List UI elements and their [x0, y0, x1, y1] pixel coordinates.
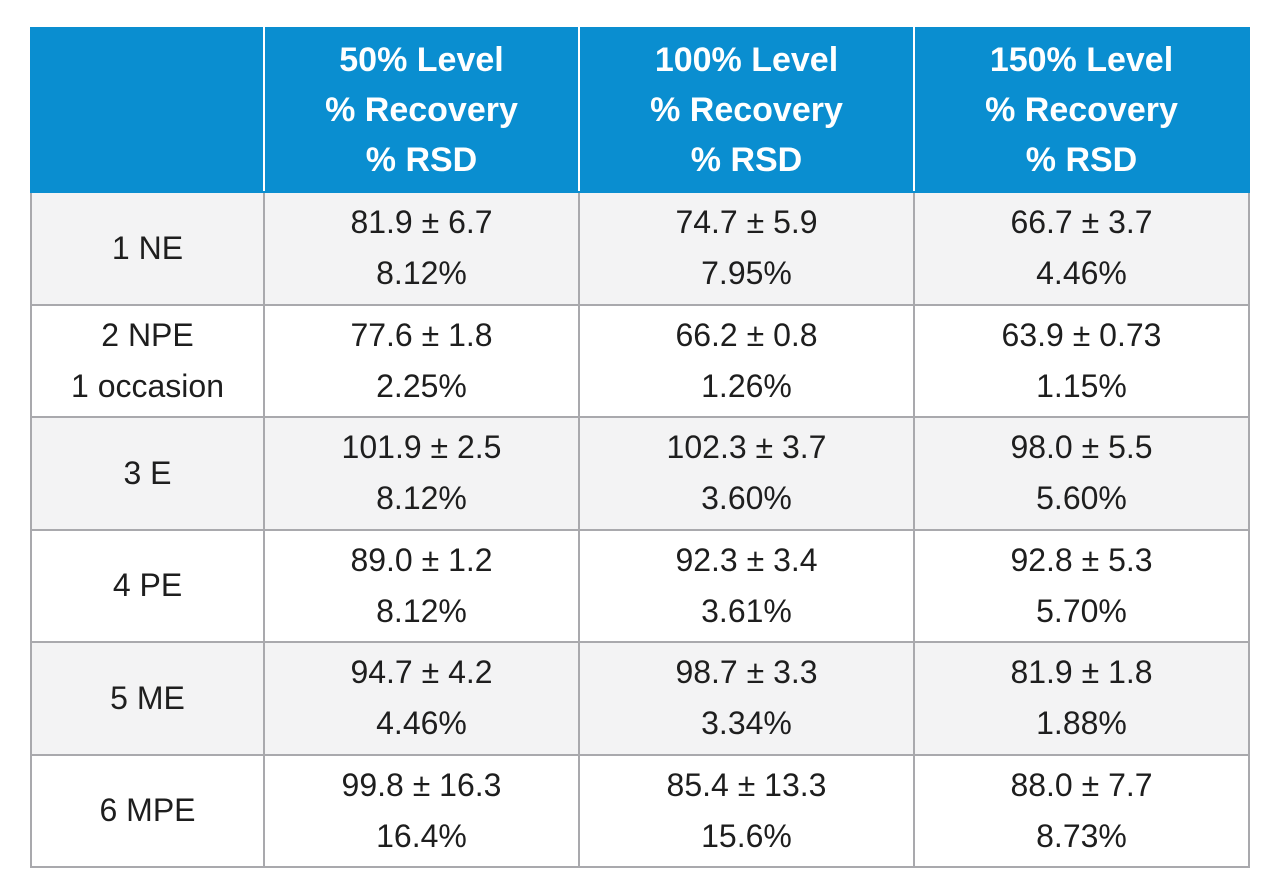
row-label: 3 E — [123, 454, 172, 491]
row-label-cell: 3 E — [30, 416, 265, 531]
recovery-value: 94.7 ± 4.2 — [350, 654, 493, 691]
table-body: 1 NE 81.9 ± 6.7 8.12% 74.7 ± 5.9 7.95% 66.7 ±… — [30, 191, 1250, 868]
header-cell-50-level: 50% Level % Recovery % RSD — [263, 27, 580, 193]
header-line: % RSD — [365, 141, 478, 179]
rsd-value: 3.34% — [701, 705, 792, 742]
header-line: % RSD — [1025, 141, 1138, 179]
recovery-value: 89.0 ± 1.2 — [350, 541, 493, 578]
recovery-value: 101.9 ± 2.5 — [341, 429, 502, 466]
data-cell: 74.7 ± 5.9 7.95% — [578, 191, 915, 306]
data-cell: 101.9 ± 2.5 8.12% — [263, 416, 580, 531]
rsd-value: 5.60% — [1036, 480, 1127, 517]
recovery-table: 50% Level % Recovery % RSD 100% Level % … — [30, 27, 1250, 868]
recovery-value: 85.4 ± 13.3 — [666, 766, 827, 803]
data-cell: 81.9 ± 1.8 1.88% — [913, 641, 1250, 756]
row-label-cell: 2 NPE 1 occasion — [30, 303, 265, 418]
recovery-value: 63.9 ± 0.73 — [1001, 316, 1162, 353]
rsd-value: 8.12% — [376, 255, 467, 292]
data-cell: 92.8 ± 5.3 5.70% — [913, 528, 1250, 643]
recovery-value: 66.2 ± 0.8 — [675, 316, 818, 353]
header-line: % Recovery — [650, 91, 843, 129]
data-cell: 98.7 ± 3.3 3.34% — [578, 641, 915, 756]
rsd-value: 2.25% — [376, 367, 467, 404]
table-row: 2 NPE 1 occasion 77.6 ± 1.8 2.25% 66.2 ± 0.8… — [30, 303, 1250, 418]
data-cell: 98.0 ± 5.5 5.60% — [913, 416, 1250, 531]
recovery-value: 92.8 ± 5.3 — [1010, 541, 1153, 578]
row-label-cell: 6 MPE — [30, 753, 265, 868]
rsd-value: 3.61% — [701, 592, 792, 629]
data-cell: 102.3 ± 3.7 3.60% — [578, 416, 915, 531]
rsd-value: 1.15% — [1036, 367, 1127, 404]
recovery-value: 92.3 ± 3.4 — [675, 541, 818, 578]
header-cell-100-level: 100% Level % Recovery % RSD — [578, 27, 915, 193]
data-cell: 92.3 ± 3.4 3.61% — [578, 528, 915, 643]
rsd-value: 5.70% — [1036, 592, 1127, 629]
row-label-cell: 4 PE — [30, 528, 265, 643]
data-cell: 99.8 ± 16.3 16.4% — [263, 753, 580, 868]
row-label: 1 NE — [111, 229, 184, 266]
recovery-value: 74.7 ± 5.9 — [675, 204, 818, 241]
recovery-value: 102.3 ± 3.7 — [666, 429, 827, 466]
data-cell: 66.7 ± 3.7 4.46% — [913, 191, 1250, 306]
table-row: 6 MPE 99.8 ± 16.3 16.4% 85.4 ± 13.3 15.6% 88.… — [30, 753, 1250, 868]
data-cell: 77.6 ± 1.8 2.25% — [263, 303, 580, 418]
table-row: 3 E 101.9 ± 2.5 8.12% 102.3 ± 3.7 3.60% 98.0 … — [30, 416, 1250, 531]
rsd-value: 8.12% — [376, 480, 467, 517]
recovery-value: 81.9 ± 1.8 — [1010, 654, 1153, 691]
table-container: 50% Level % Recovery % RSD 100% Level % … — [30, 27, 1250, 868]
recovery-value: 77.6 ± 1.8 — [350, 316, 493, 353]
rsd-value: 8.12% — [376, 592, 467, 629]
recovery-value: 66.7 ± 3.7 — [1010, 204, 1153, 241]
rsd-value: 4.46% — [376, 705, 467, 742]
rsd-value: 7.95% — [701, 255, 792, 292]
rsd-value: 16.4% — [376, 817, 467, 854]
data-cell: 89.0 ± 1.2 8.12% — [263, 528, 580, 643]
rsd-value: 4.46% — [1036, 255, 1127, 292]
header-row: 50% Level % Recovery % RSD 100% Level % … — [30, 27, 1250, 193]
header-line: 100% Level — [654, 41, 839, 79]
header-line: % RSD — [690, 141, 803, 179]
header-line: 150% Level — [989, 41, 1174, 79]
rsd-value: 8.73% — [1036, 817, 1127, 854]
header-cell-empty — [30, 27, 265, 193]
row-label-cell: 5 ME — [30, 641, 265, 756]
header-line: % Recovery — [985, 91, 1178, 129]
data-cell: 85.4 ± 13.3 15.6% — [578, 753, 915, 868]
data-cell: 63.9 ± 0.73 1.15% — [913, 303, 1250, 418]
row-label: 2 NPE — [101, 316, 194, 353]
recovery-value: 98.0 ± 5.5 — [1010, 429, 1153, 466]
recovery-value: 88.0 ± 7.7 — [1010, 766, 1153, 803]
header-cell-150-level: 150% Level % Recovery % RSD — [913, 27, 1250, 193]
rsd-value: 1.88% — [1036, 705, 1127, 742]
data-cell: 94.7 ± 4.2 4.46% — [263, 641, 580, 756]
data-cell: 88.0 ± 7.7 8.73% — [913, 753, 1250, 868]
recovery-value: 98.7 ± 3.3 — [675, 654, 818, 691]
table-row: 4 PE 89.0 ± 1.2 8.12% 92.3 ± 3.4 3.61% 92.8 ±… — [30, 528, 1250, 643]
rsd-value: 3.60% — [701, 480, 792, 517]
row-label: 5 ME — [110, 679, 185, 716]
row-label: 6 MPE — [99, 792, 196, 829]
header-line: % Recovery — [325, 91, 518, 129]
row-label: 1 occasion — [71, 367, 224, 404]
table-row: 5 ME 94.7 ± 4.2 4.46% 98.7 ± 3.3 3.34% 81.9 ±… — [30, 641, 1250, 756]
table-header: 50% Level % Recovery % RSD 100% Level % … — [30, 27, 1250, 193]
rsd-value: 15.6% — [701, 817, 792, 854]
recovery-value: 99.8 ± 16.3 — [341, 766, 502, 803]
row-label-cell: 1 NE — [30, 191, 265, 306]
recovery-value: 81.9 ± 6.7 — [350, 204, 493, 241]
data-cell: 81.9 ± 6.7 8.12% — [263, 191, 580, 306]
data-cell: 66.2 ± 0.8 1.26% — [578, 303, 915, 418]
table-row: 1 NE 81.9 ± 6.7 8.12% 74.7 ± 5.9 7.95% 66.7 ±… — [30, 191, 1250, 306]
header-line: 50% Level — [339, 41, 504, 79]
row-label: 4 PE — [112, 567, 183, 604]
rsd-value: 1.26% — [701, 367, 792, 404]
